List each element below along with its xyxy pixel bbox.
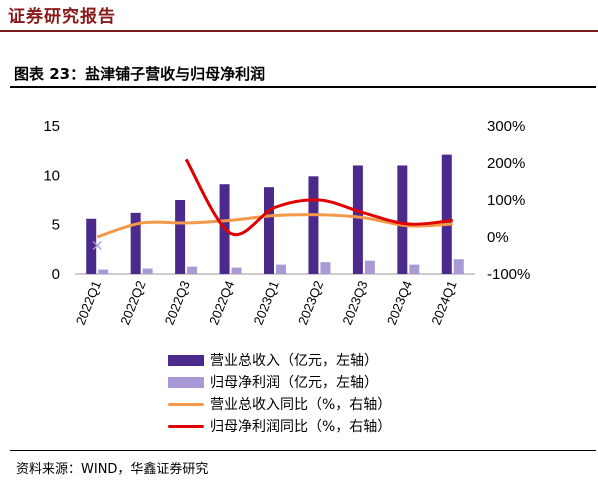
right-axis-tick-label: 300% xyxy=(487,118,525,135)
footer-divider xyxy=(10,450,596,451)
bar-profit xyxy=(142,268,153,274)
bar-profit xyxy=(409,264,420,274)
legend-item-profit: 归母净利润（亿元，左轴） xyxy=(168,371,391,393)
x-axis-tick-label: 2022Q4 xyxy=(206,279,237,328)
bar-revenue xyxy=(308,176,319,274)
bar-revenue xyxy=(130,212,141,274)
bar-profit xyxy=(276,264,286,274)
legend-swatch-revenue xyxy=(168,354,204,366)
legend-swatch-revenue-yoy xyxy=(168,402,204,406)
bar-profit xyxy=(453,259,464,274)
bar-profit xyxy=(364,260,375,274)
x-axis-tick-label: 2022Q2 xyxy=(117,279,148,328)
line-revenue-yoy xyxy=(96,213,453,239)
x-axis-tick-label: 2022Q1 xyxy=(73,279,104,328)
bar-profit xyxy=(98,269,109,274)
bar-revenue xyxy=(175,200,186,274)
figure-title: 图表 23：盐津铺子营收与归母净利润 xyxy=(14,65,266,83)
x-axis-tick-label: 2022Q3 xyxy=(162,279,193,328)
bar-profit xyxy=(187,266,198,274)
left-axis-tick-label: 0 xyxy=(52,266,60,283)
left-axis-tick-label: 10 xyxy=(43,167,60,184)
legend-label-revenue: 营业总收入（亿元，左轴） xyxy=(210,353,378,369)
chart-legend: 营业总收入（亿元，左轴） 归母净利润（亿元，左轴） 营业总收入同比（%，右轴） … xyxy=(168,349,391,437)
header-divider xyxy=(0,30,598,32)
report-header-title: 证券研究报告 xyxy=(8,7,116,27)
x-axis-tick-label: 2023Q1 xyxy=(251,279,282,328)
bar-revenue xyxy=(352,165,363,274)
legend-label-profit-yoy: 归母净利润同比（%，右轴） xyxy=(210,419,392,435)
x-axis-tick-label: 2023Q4 xyxy=(384,279,415,328)
line-profit-yoy xyxy=(184,158,453,237)
x-axis-tick-label: 2023Q3 xyxy=(339,279,370,328)
figure-title-divider xyxy=(10,86,596,88)
legend-item-profit-yoy: 归母净利润同比（%，右轴） xyxy=(168,415,391,437)
legend-item-revenue-yoy: 营业总收入同比（%，右轴） xyxy=(168,393,391,415)
bar-revenue xyxy=(441,154,452,274)
bar-revenue xyxy=(397,165,408,274)
left-axis-tick-label: 15 xyxy=(43,118,60,135)
bar-revenue xyxy=(264,187,274,274)
legend-label-revenue-yoy: 营业总收入同比（%，右轴） xyxy=(210,397,392,413)
legend-swatch-profit xyxy=(168,376,204,388)
profit-yoy-marker: × xyxy=(91,235,104,254)
right-axis-tick-label: 100% xyxy=(487,192,525,209)
left-axis-tick-label: 5 xyxy=(52,217,60,234)
x-axis-tick-label: 2023Q2 xyxy=(295,279,326,328)
bar-profit xyxy=(320,262,331,274)
right-axis-tick-label: 0% xyxy=(487,229,509,246)
chart-canvas: 0 5 10 15 -100% 0% 100% 200% 300% × 2022Q1 2022Q2 20… xyxy=(43,118,530,328)
legend-item-revenue: 营业总收入（亿元，左轴） xyxy=(168,349,391,371)
source-note: 资料来源：WIND，华鑫证券研究 xyxy=(16,462,209,477)
legend-swatch-profit-yoy xyxy=(168,424,204,428)
right-axis-tick-label: -100% xyxy=(487,266,530,283)
legend-label-profit: 归母净利润（亿元，左轴） xyxy=(210,375,378,391)
bar-profit xyxy=(231,267,242,274)
right-axis-tick-label: 200% xyxy=(487,155,525,172)
x-axis-tick-label: 2024Q1 xyxy=(428,279,459,328)
bar-revenue xyxy=(86,218,97,274)
